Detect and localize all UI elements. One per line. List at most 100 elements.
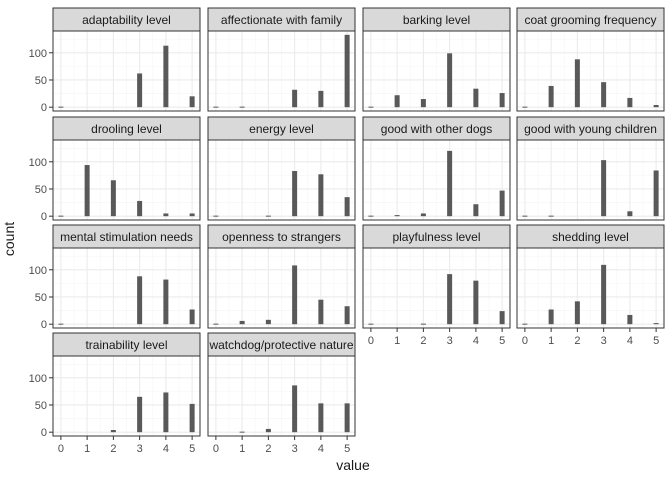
x-tick-label: 4 xyxy=(318,443,324,455)
bar xyxy=(292,385,298,433)
facet-panel: shedding level 0 1 2 3 4 5 xyxy=(516,224,665,347)
bar xyxy=(318,403,324,433)
facet-label: energy level xyxy=(249,122,314,136)
bar xyxy=(548,215,554,217)
bar xyxy=(318,90,324,108)
bar xyxy=(137,200,143,217)
bar xyxy=(548,85,554,108)
bar xyxy=(189,213,195,217)
bar xyxy=(653,105,659,108)
x-tick-label: 3 xyxy=(447,335,453,347)
bar xyxy=(344,34,350,108)
bar xyxy=(58,215,64,217)
x-tick-label: 3 xyxy=(137,443,143,455)
facet-panel: good with other dogs xyxy=(362,116,511,221)
panel-border xyxy=(362,139,511,221)
y-tick-label: 50 xyxy=(35,292,47,304)
panel-border xyxy=(52,247,201,329)
x-tick-label: 5 xyxy=(189,443,195,455)
facet-panel: watchdog/protective nature 0 1 2 3 4 5 xyxy=(207,332,356,455)
panel-border xyxy=(362,247,511,329)
bar xyxy=(110,180,116,217)
bar xyxy=(239,431,245,433)
y-tick-label: 0 xyxy=(41,319,47,331)
x-tick-label: 1 xyxy=(239,443,245,455)
panel-border xyxy=(207,247,356,329)
bar xyxy=(627,314,633,325)
bar xyxy=(394,95,400,108)
bar xyxy=(265,428,271,433)
bar xyxy=(627,97,633,108)
facet-panel: coat grooming frequency xyxy=(516,7,665,112)
bar xyxy=(344,306,350,325)
y-tick-label: 50 xyxy=(35,184,47,196)
bar xyxy=(58,323,64,325)
facet-label: barking level xyxy=(403,13,470,27)
facet-label: openness to strangers xyxy=(222,230,341,244)
x-tick-label: 0 xyxy=(213,443,219,455)
y-tick-label: 100 xyxy=(29,373,47,385)
bar xyxy=(522,323,528,325)
bar xyxy=(653,323,659,325)
panel-border xyxy=(52,139,201,221)
x-tick-label: 0 xyxy=(58,443,64,455)
bar xyxy=(163,213,169,217)
bar xyxy=(420,99,426,108)
bar xyxy=(137,276,143,325)
bar xyxy=(110,430,116,433)
facet-label: drooling level xyxy=(91,122,162,136)
bar xyxy=(344,403,350,433)
bar xyxy=(213,215,219,217)
bar xyxy=(265,319,271,325)
panel-border xyxy=(52,355,201,437)
bar xyxy=(601,264,607,325)
bar xyxy=(420,323,426,325)
bar xyxy=(574,59,580,108)
bar xyxy=(522,106,528,108)
x-tick-label: 5 xyxy=(499,335,505,347)
bar xyxy=(318,174,324,217)
bar xyxy=(189,309,195,325)
bar xyxy=(137,73,143,108)
bar xyxy=(394,215,400,217)
bar xyxy=(213,323,219,325)
facet-label: adaptability level xyxy=(82,13,171,27)
facet-label: good with young children xyxy=(524,122,657,136)
bar xyxy=(189,96,195,108)
facet-label: watchdog/protective nature xyxy=(208,338,353,352)
y-tick-label: 0 xyxy=(41,102,47,114)
panel-border xyxy=(207,355,356,437)
panel-border xyxy=(516,247,665,329)
facet-panel: good with young children xyxy=(516,116,665,221)
x-tick-label: 2 xyxy=(574,335,580,347)
bar xyxy=(292,89,298,108)
panel-border xyxy=(362,30,511,112)
bar xyxy=(344,197,350,217)
x-tick-label: 5 xyxy=(653,335,659,347)
x-tick-label: 1 xyxy=(394,335,400,347)
bar xyxy=(163,392,169,433)
x-tick-label: 1 xyxy=(84,443,90,455)
x-tick-label: 3 xyxy=(292,443,298,455)
bar xyxy=(499,93,505,108)
bar xyxy=(548,309,554,325)
facet-label: good with other dogs xyxy=(381,122,492,136)
x-tick-label: 2 xyxy=(265,443,271,455)
x-tick-label: 2 xyxy=(110,443,116,455)
facet-label: affectionate with family xyxy=(221,13,342,27)
facet-panel: playfulness level 0 1 2 3 4 5 xyxy=(362,224,511,347)
bar xyxy=(137,396,143,433)
bar xyxy=(601,160,607,217)
facet-label: coat grooming frequency xyxy=(524,13,656,27)
x-tick-label: 5 xyxy=(344,443,350,455)
bar xyxy=(239,106,245,108)
bar xyxy=(447,150,453,217)
y-tick-label: 100 xyxy=(29,265,47,277)
bar xyxy=(189,403,195,433)
panel-border xyxy=(52,30,201,112)
y-axis-title: count xyxy=(1,222,17,256)
panel-border xyxy=(516,139,665,221)
facet-label: playfulness level xyxy=(392,230,480,244)
